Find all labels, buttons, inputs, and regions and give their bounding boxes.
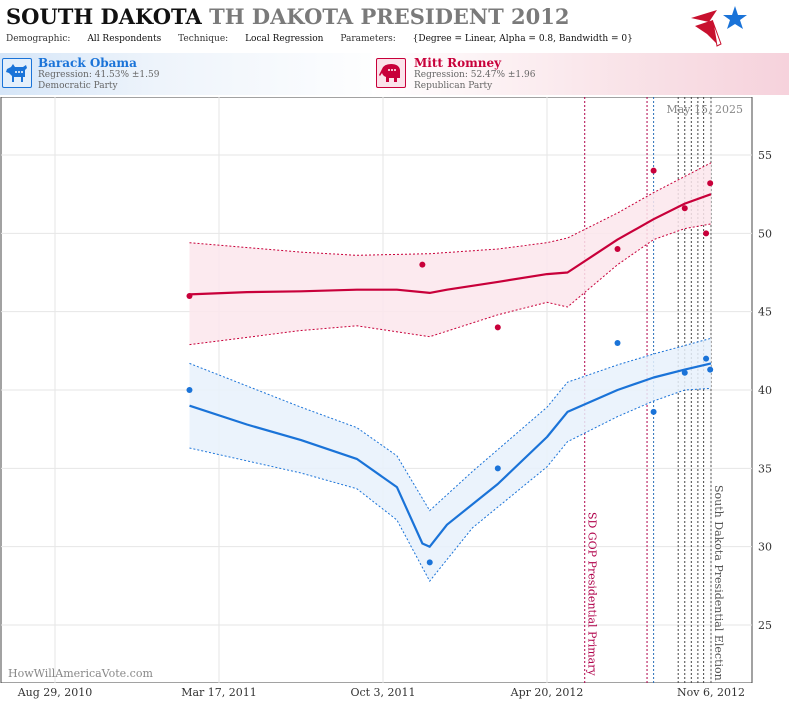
site-logo-icon [691,6,747,47]
romney-upper-bound [189,162,712,256]
technique-label: Technique: [178,34,229,44]
dem-regression: Regression: 41.53% ±1.59 [38,70,160,80]
parameters-line: Demographic: All Respondents Technique: … [6,34,647,44]
x-tick-label: Oct 3, 2011 [350,686,416,699]
obama-poll-point [707,366,714,373]
romney-poll-point [681,205,688,212]
romney-lower-bound [189,223,712,346]
romney-poll-point [186,293,193,299]
page-title: SOUTH DAKOTA TH DAKOTA PRESIDENT 2012 [6,4,570,29]
candidate-bar: Barack Obama Regression: 41.53% ±1.59 De… [0,53,789,95]
obama-poll-point [614,340,621,346]
current-date-label: May 15, 2025 [666,103,743,116]
title-sub: TH DAKOTA PRESIDENT 2012 [209,4,570,29]
x-axis-labels: Aug 29, 2010 Mar 17, 2011 Oct 3, 2011 Apr 2… [0,683,789,703]
rep-party: Republican Party [414,81,493,91]
demographic-value: All Respondents [87,34,162,44]
y-tick-label: 40 [758,384,772,397]
democratic-donkey-icon [2,58,32,88]
chart-area: 25 30 35 40 45 50 55 SD GOP Presidential Primar… [0,97,772,683]
x-tick-label: Nov 6, 2012 [677,686,745,699]
romney-poll-point [703,230,710,237]
y-tick-label: 45 [758,306,772,319]
obama-poll-point [650,408,657,415]
romney-poll-point [494,324,501,331]
x-tick-label: Aug 29, 2010 [17,686,93,699]
dem-name: Barack Obama [38,56,137,70]
watermark: HowWillAmericaVote.com [8,667,153,680]
romney-poll-point [614,246,621,252]
obama-poll-point [426,559,433,566]
y-tick-label: 50 [758,227,772,240]
obama-upper-bound [189,337,712,512]
y-tick-label: 30 [758,541,772,554]
event-label: South Dakota Presidential Election [712,485,725,681]
romney-poll-point [707,180,714,187]
rep-regression: Regression: 52.47% ±1.96 [414,70,536,80]
demographic-label: Demographic: [6,34,71,44]
rep-name: Mitt Romney [414,56,502,70]
republican-elephant-icon [376,58,406,88]
y-tick-label: 25 [758,619,772,632]
obama-lower-bound [189,387,712,583]
obama-poll-point [494,465,501,472]
x-tick-label: Apr 20, 2012 [510,686,584,699]
y-tick-label: 35 [758,462,772,475]
romney-trend-line [189,193,712,296]
header: SOUTH DAKOTA TH DAKOTA PRESIDENT 2012 De… [0,0,789,52]
x-tick-label: Mar 17, 2011 [181,686,257,699]
event-label: SD GOP Presidential Primary [586,512,599,676]
candidate-dem: Barack Obama Regression: 41.53% ±1.59 De… [0,53,394,95]
romney-confidence-band [189,162,711,345]
candidate-rep: Mitt Romney Regression: 52.47% ±1.96 Rep… [372,53,789,95]
obama-poll-point [186,387,193,393]
title-main: SOUTH DAKOTA [6,4,202,29]
romney-poll-point [419,261,426,268]
obama-poll-point [703,355,710,362]
dem-party: Democratic Party [38,81,118,91]
y-tick-label: 55 [758,149,772,162]
obama-poll-point [681,369,688,376]
obama-trend-line [189,362,712,548]
obama-confidence-band [189,338,711,582]
parameters-value: {Degree = Linear, Alpha = 0.8, Bandwidth… [412,34,633,44]
technique-value: Local Regression [245,34,324,44]
romney-poll-point [650,167,657,174]
parameters-label: Parameters: [340,34,396,44]
